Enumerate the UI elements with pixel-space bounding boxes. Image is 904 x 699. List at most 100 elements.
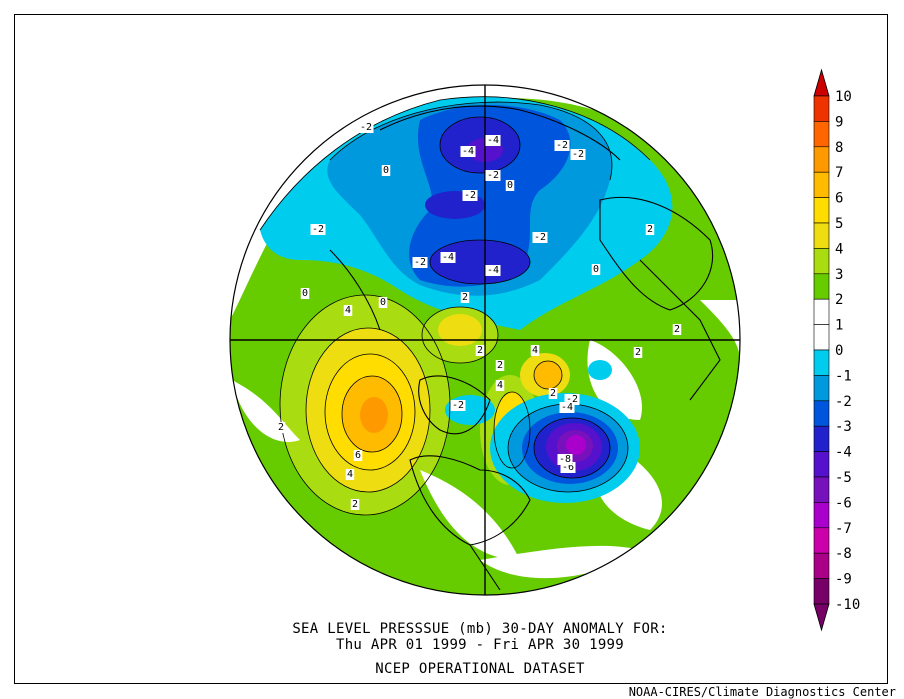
colorbar-band [813,95,830,122]
contour-label: 0 [383,165,389,176]
contour-label-background [559,402,575,413]
credit-text: NOAA-CIRES/Climate Diagnostics Center [628,685,896,699]
contour-label-background [672,324,682,335]
contour-label: 2 [647,224,653,235]
contour-label-background [645,224,655,235]
contour-label: 2 [462,292,468,303]
contour-label-background [460,292,470,303]
contour-label: -4 [462,146,474,157]
colorbar-band [813,476,830,503]
contour-label-background [350,499,360,510]
colorbar-band [813,375,830,402]
contour-label: -8 [559,454,571,465]
colorbar-tick-label: 2 [835,292,843,308]
colorbar-tick-label: 9 [835,114,843,130]
contour-label: 4 [347,469,353,480]
contour-label: -6 [562,462,574,473]
contour-label-background [475,345,485,356]
colorbar-band [813,222,830,249]
contour-lines [259,96,651,516]
contour-label: 0 [302,288,308,299]
contour-label: 2 [497,360,503,371]
contour-label-background [343,305,353,316]
colorbar-band [813,552,830,579]
colorbar-tick-label: 7 [835,165,843,181]
contour-label-background [485,265,501,276]
contour-label: 2 [278,422,284,433]
colorbar-band [813,146,830,173]
colorbar-band [813,502,830,529]
contour-label-background [300,288,310,299]
contour-label-background [462,190,478,201]
colorbar-tick-label: -7 [835,521,852,537]
contour-label-background [485,135,501,146]
colorbar-tick-label: 3 [835,267,843,283]
contour-label: -2 [487,170,499,181]
contour-label-background [557,454,573,465]
contour-label-background [310,224,326,235]
contour-label-background [358,122,374,133]
colorbar-arrow-bottom [813,603,830,632]
contour-label-background [564,394,580,405]
contour-label: -2 [452,400,464,411]
colorbar-arrow-top [813,68,830,97]
contour-label: 6 [355,450,361,461]
colorbar-tick-label: -9 [835,572,852,588]
contour-label: 2 [635,347,641,358]
contour-label: -4 [561,402,573,413]
contour-label-background [554,140,570,151]
contour-label-background [633,347,643,358]
contour-label: 4 [497,380,503,391]
contour-label: -2 [556,140,568,151]
contour-label-background [530,345,540,356]
contour-label-background [381,165,391,176]
colorbar-band [813,324,830,351]
colorbar-band [813,273,830,300]
colorbar-tick-label: -6 [835,495,852,511]
contour-label-background [570,149,586,160]
colorbar-tick-label: 8 [835,140,843,156]
contour-label-background [591,264,601,275]
colorbar-tick-label: -5 [835,470,852,486]
colorbar-tick-label: 6 [835,191,843,207]
colorbar-band [813,248,830,275]
colorbar-band [813,578,830,605]
contour-label-background [450,400,466,411]
contour-label-background [532,232,548,243]
colorbar-band [813,527,830,554]
contour-label: -2 [572,149,584,160]
contour-label: 0 [593,264,599,275]
contour-label: -2 [566,394,578,405]
caption-title: SEA LEVEL PRESSSUE (mb) 30-DAY ANOMALY F… [292,621,668,637]
colorbar-band [813,425,830,452]
contour-label-background [440,252,456,263]
contour-label: 2 [674,324,680,335]
contour-label-background [495,380,505,391]
colorbar-tick-label: 5 [835,216,843,232]
contour-label: -2 [414,257,426,268]
contour-label: -4 [487,135,499,146]
contour-label: -2 [464,190,476,201]
colorbar-band [813,197,830,224]
contour-label: 4 [532,345,538,356]
contour-label: 2 [477,345,483,356]
contour-label-background [485,170,501,181]
contour-label: 0 [507,180,513,191]
colorbar-band [813,298,830,325]
contour-label: -4 [487,265,499,276]
contour-label-background [353,450,363,461]
contour-label: -2 [534,232,546,243]
contour-label: -4 [442,252,454,263]
colorbar-tick-label: -3 [835,419,852,435]
colorbar-band [813,400,830,427]
contour-label-background [548,388,558,399]
contour-label-background [495,360,505,371]
contour-label-background [412,257,428,268]
colorbar-band [813,451,830,478]
colorbar-tick-label: -4 [835,445,852,461]
colorbar-tick-label: -8 [835,546,852,562]
contour-label: 4 [345,305,351,316]
contour-label: 2 [352,499,358,510]
colorbar-tick-label: -10 [835,597,860,613]
